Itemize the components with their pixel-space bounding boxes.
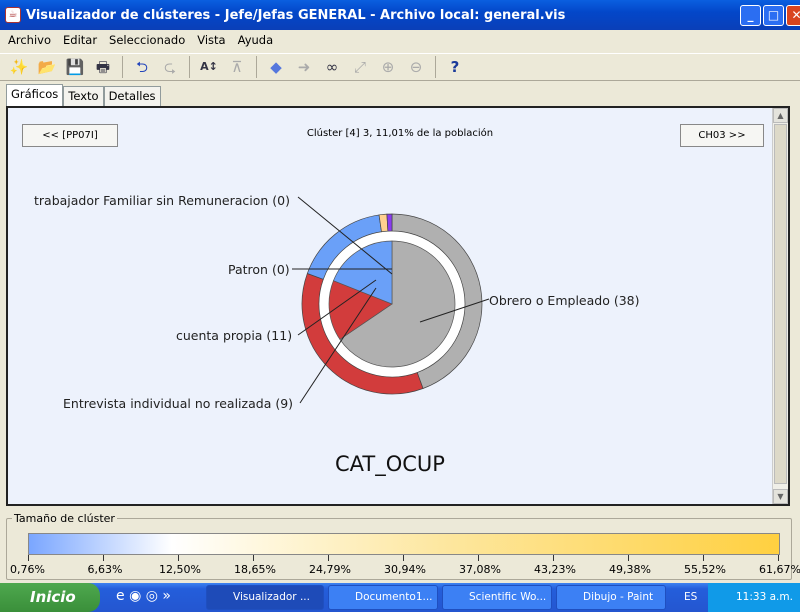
leader-line — [419, 298, 490, 323]
label-obrero: Obrero o Empleado (38) — [489, 293, 639, 308]
pie-slice — [328, 280, 393, 340]
graphics-panel: << [PP07I] Clúster [4] 3, 11,01% de la p… — [6, 106, 790, 506]
quick-launch-icons[interactable]: e ◉ ◎ » — [116, 588, 171, 604]
tab-graficos[interactable]: Gráficos — [6, 84, 64, 106]
legend-tick-label: 61,67% — [759, 563, 800, 576]
task-paint[interactable]: Dibujo - Paint — [556, 585, 666, 610]
leader-line — [297, 279, 377, 336]
maximize-button[interactable]: □ — [763, 5, 784, 26]
label-entrevista: Entrevista individual no realizada (9) — [63, 396, 293, 411]
language-indicator[interactable]: ES — [684, 591, 698, 603]
system-tray: 11:33 a.m. — [708, 583, 800, 612]
vertical-scrollbar[interactable]: ▲ ▼ — [772, 108, 788, 504]
task-scientific[interactable]: Scientific Wo... — [442, 585, 552, 610]
legend-tick-mark — [28, 555, 29, 561]
legend-tick-mark — [478, 555, 479, 561]
title-bar: ☕ Visualizador de clústeres - Jefe/Jefas… — [0, 0, 800, 30]
legend-tick-mark — [778, 555, 779, 561]
scroll-thumb[interactable] — [774, 124, 787, 484]
legend-title: Tamaño de clúster — [12, 512, 117, 525]
leader-line — [299, 287, 377, 404]
prev-cluster-button[interactable]: << [PP07I] — [22, 124, 118, 147]
cluster-info: Clúster [4] 3, 11,01% de la población — [306, 128, 494, 139]
menu-seleccionado[interactable]: Seleccionado — [109, 33, 186, 47]
scroll-up-icon[interactable]: ▲ — [773, 108, 788, 123]
leader-line — [297, 196, 393, 275]
menu-vista[interactable]: Vista — [197, 33, 226, 47]
legend-tick-label: 30,94% — [384, 563, 426, 576]
start-button[interactable]: Inicio — [0, 583, 100, 612]
size-gradient-bar — [28, 533, 780, 555]
toolbar-separator — [122, 56, 123, 78]
legend-tick-mark — [103, 555, 104, 561]
task-visualizador[interactable]: Visualizador ... — [206, 585, 324, 610]
sort-icon[interactable]: A↕ — [200, 60, 218, 73]
cluster-size-legend — [6, 518, 792, 580]
legend-tick-label: 49,38% — [609, 563, 651, 576]
pie-slice — [333, 240, 393, 305]
legend-tick-label: 0,76% — [10, 563, 45, 576]
forward-icon[interactable]: ➜ — [297, 58, 311, 76]
task-documento[interactable]: Documento1... — [328, 585, 438, 610]
menu-archivo[interactable]: Archivo — [8, 33, 51, 47]
legend-tick-mark — [703, 555, 704, 561]
scroll-down-icon[interactable]: ▼ — [773, 489, 788, 504]
ring-segment — [386, 213, 393, 232]
legend-tick-mark — [328, 555, 329, 561]
binoculars-icon[interactable]: ∞ — [325, 58, 339, 76]
legend-tick-label: 6,63% — [87, 563, 123, 576]
back-icon[interactable]: ◆ — [270, 58, 282, 76]
toolbar-separator — [189, 56, 190, 78]
legend-tick-mark — [403, 555, 404, 561]
tab-texto[interactable]: Texto — [63, 86, 104, 106]
pie-chart: trabajador Familiar sin Remuneracion (0)… — [34, 193, 639, 477]
toolbar: ✨ 📂 💾 🖶 ⮌ ⮎ A↕ ⊼ ◆ ➜ ∞ ⤢ ⊕ ⊖ ? — [0, 53, 800, 81]
help-icon[interactable]: ? — [450, 58, 460, 76]
menu-ayuda[interactable]: Ayuda — [237, 33, 274, 47]
menu-bar: Archivo Editar Seleccionado Vista Ayuda — [0, 30, 800, 50]
print-icon[interactable]: 🖶 — [95, 58, 111, 76]
zoom-out-icon[interactable]: ⊖ — [409, 58, 423, 76]
resize-icon[interactable]: ⤢ — [353, 58, 366, 76]
tab-bar: Gráficos Texto Detalles — [6, 84, 161, 106]
taskbar: Inicio e ◉ ◎ » Visualizador ... Document… — [0, 583, 800, 612]
legend-tick-label: 24,79% — [309, 563, 351, 576]
label-familiar: trabajador Familiar sin Remuneracion (0) — [34, 193, 290, 208]
toolbar-separator — [256, 56, 257, 78]
legend-tick-label: 12,50% — [159, 563, 201, 576]
collapse-icon[interactable]: ⊼ — [231, 58, 243, 76]
legend-tick-mark — [178, 555, 179, 561]
save-icon[interactable]: 💾 — [65, 58, 85, 76]
minimize-button[interactable]: _ — [740, 5, 761, 26]
zoom-in-icon[interactable]: ⊕ — [381, 58, 395, 76]
chart-title: CAT_OCUP — [335, 452, 445, 477]
pie-slice — [339, 240, 456, 368]
redo-arrow-icon[interactable]: ⮌ — [135, 58, 148, 76]
new-icon[interactable]: ✨ — [9, 58, 29, 76]
close-button[interactable]: ✕ — [786, 5, 800, 26]
next-cluster-button[interactable]: CH03 >> — [680, 124, 764, 147]
legend-tick-mark — [553, 555, 554, 561]
open-icon[interactable]: 📂 — [37, 58, 57, 76]
tab-detalles[interactable]: Detalles — [103, 86, 161, 106]
start-label: Inicio — [30, 588, 76, 606]
toolbar-separator — [435, 56, 436, 78]
clock: 11:33 a.m. — [736, 591, 793, 603]
legend-tick-label: 18,65% — [234, 563, 276, 576]
menu-editar[interactable]: Editar — [63, 33, 98, 47]
undo-arrow-icon[interactable]: ⮎ — [163, 58, 176, 76]
window-title: Visualizador de clústeres - Jefe/Jefas G… — [26, 7, 566, 23]
label-patron: Patron (0) — [228, 262, 290, 277]
label-cuenta-propia: cuenta propia (11) — [176, 328, 292, 343]
app-icon: ☕ — [5, 7, 21, 23]
legend-tick-label: 37,08% — [459, 563, 501, 576]
legend-tick-mark — [628, 555, 629, 561]
legend-tick-mark — [253, 555, 254, 561]
legend-tick-label: 43,23% — [534, 563, 576, 576]
legend-tick-label: 55,52% — [684, 563, 726, 576]
